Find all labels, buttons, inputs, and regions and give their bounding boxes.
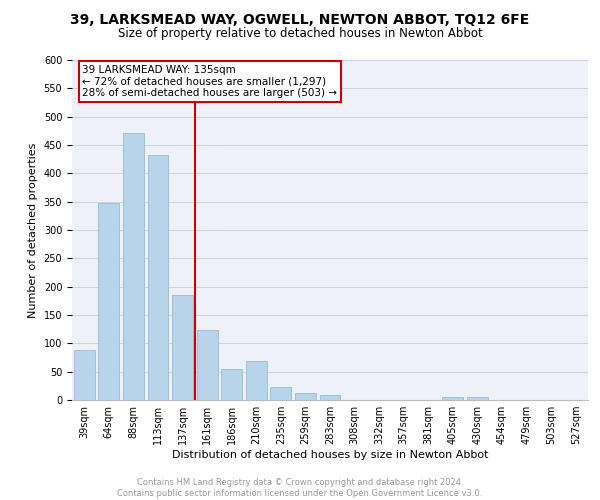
Bar xyxy=(295,392,316,400)
Text: Size of property relative to detached houses in Newton Abbot: Size of property relative to detached ho… xyxy=(118,28,482,40)
Bar xyxy=(442,397,463,400)
Text: 39 LARKSMEAD WAY: 135sqm
← 72% of detached houses are smaller (1,297)
28% of sem: 39 LARKSMEAD WAY: 135sqm ← 72% of detach… xyxy=(82,65,337,98)
Bar xyxy=(246,362,267,400)
Bar xyxy=(98,203,119,400)
X-axis label: Distribution of detached houses by size in Newton Abbot: Distribution of detached houses by size … xyxy=(172,450,488,460)
Bar xyxy=(172,295,193,400)
Y-axis label: Number of detached properties: Number of detached properties xyxy=(28,142,38,318)
Bar xyxy=(271,387,292,400)
Bar xyxy=(221,369,242,400)
Text: 39, LARKSMEAD WAY, OGWELL, NEWTON ABBOT, TQ12 6FE: 39, LARKSMEAD WAY, OGWELL, NEWTON ABBOT,… xyxy=(70,12,530,26)
Bar xyxy=(123,132,144,400)
Bar xyxy=(467,397,488,400)
Bar xyxy=(74,350,95,400)
Text: Contains HM Land Registry data © Crown copyright and database right 2024.
Contai: Contains HM Land Registry data © Crown c… xyxy=(118,478,482,498)
Bar xyxy=(197,330,218,400)
Bar xyxy=(320,396,340,400)
Bar xyxy=(148,155,169,400)
